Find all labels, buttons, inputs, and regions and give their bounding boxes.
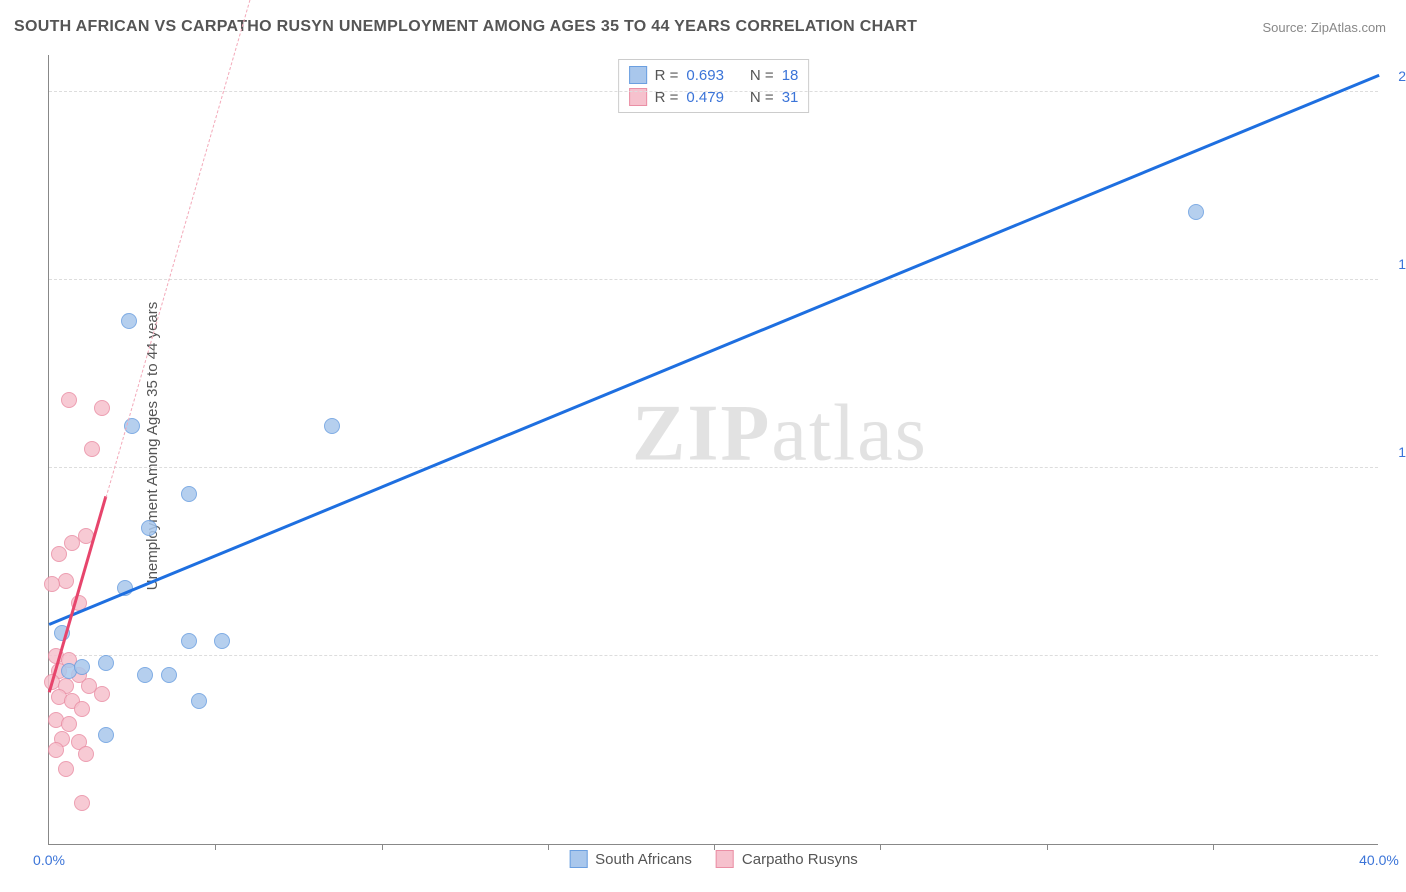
scatter-point	[74, 701, 90, 717]
scatter-point	[141, 520, 157, 536]
scatter-point	[161, 667, 177, 683]
x-minor-tick	[880, 844, 881, 850]
gridline-horizontal	[49, 91, 1378, 92]
plot-area: ZIPatlas R =0.693N =18R =0.479N =31 Sout…	[48, 55, 1378, 845]
scatter-point	[181, 486, 197, 502]
legend-n-value: 18	[782, 67, 799, 84]
chart-title: SOUTH AFRICAN VS CARPATHO RUSYN UNEMPLOY…	[14, 18, 917, 36]
x-tick-label: 40.0%	[1359, 852, 1399, 868]
scatter-point	[61, 392, 77, 408]
scatter-point	[191, 693, 207, 709]
legend-r-value: 0.693	[686, 67, 724, 84]
legend-swatch	[716, 850, 734, 868]
x-minor-tick	[548, 844, 549, 850]
legend-row: R =0.479N =31	[629, 86, 799, 108]
scatter-point	[74, 659, 90, 675]
scatter-point	[58, 761, 74, 777]
legend-row: R = 0.693 N = 18	[629, 64, 799, 86]
legend-series-name: Carpatho Rusyns	[742, 851, 858, 868]
watermark-bold: ZIP	[632, 389, 771, 477]
legend-swatch	[569, 850, 587, 868]
scatter-point	[324, 418, 340, 434]
x-minor-tick	[1047, 844, 1048, 850]
x-minor-tick	[215, 844, 216, 850]
scatter-point	[137, 667, 153, 683]
y-tick-label: 20.0%	[1388, 68, 1406, 84]
x-minor-tick	[714, 844, 715, 850]
gridline-horizontal	[49, 467, 1378, 468]
correlation-legend: R = 0.693 N = 18 R =0.479N =31	[618, 59, 810, 113]
watermark: ZIPatlas	[632, 388, 928, 479]
scatter-point	[51, 546, 67, 562]
scatter-point	[44, 576, 60, 592]
legend-series-name: South Africans	[595, 851, 692, 868]
x-tick-label: 0.0%	[33, 852, 65, 868]
series-legend: South Africans Carpatho Rusyns	[569, 850, 858, 868]
scatter-point	[74, 795, 90, 811]
scatter-point	[61, 716, 77, 732]
source-attribution: Source: ZipAtlas.com	[1262, 20, 1386, 35]
scatter-point	[98, 727, 114, 743]
trendline	[49, 74, 1380, 626]
scatter-point	[181, 633, 197, 649]
x-minor-tick	[1213, 844, 1214, 850]
y-tick-label: 15.0%	[1388, 256, 1406, 272]
legend-swatch	[629, 66, 647, 84]
scatter-point	[94, 686, 110, 702]
legend-item: Carpatho Rusyns	[716, 850, 858, 868]
scatter-point	[1188, 204, 1204, 220]
gridline-horizontal	[49, 279, 1378, 280]
y-tick-label: 10.0%	[1388, 444, 1406, 460]
scatter-point	[78, 746, 94, 762]
scatter-point	[48, 742, 64, 758]
legend-r-label: R =	[655, 67, 679, 84]
legend-item: South Africans	[569, 850, 692, 868]
watermark-light: atlas	[771, 389, 928, 477]
y-tick-label: 5.0%	[1388, 632, 1406, 648]
legend-n-label: N =	[750, 67, 774, 84]
x-minor-tick	[382, 844, 383, 850]
scatter-point	[214, 633, 230, 649]
scatter-point	[94, 400, 110, 416]
scatter-point	[121, 313, 137, 329]
scatter-point	[98, 655, 114, 671]
gridline-horizontal	[49, 655, 1378, 656]
scatter-point	[84, 441, 100, 457]
